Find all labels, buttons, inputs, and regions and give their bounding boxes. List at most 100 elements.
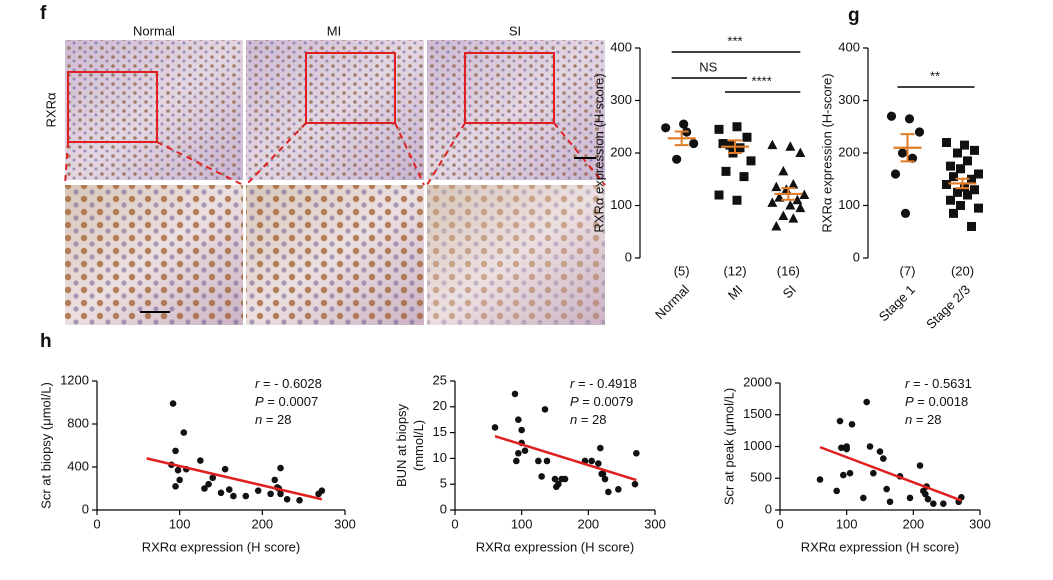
significance-label: **: [930, 68, 940, 83]
fit-line: [819, 445, 962, 502]
x-tick-label: Normal: [652, 282, 692, 322]
point: [860, 494, 867, 502]
stat-symbol: r: [905, 376, 910, 391]
point: [689, 138, 699, 149]
point: [601, 475, 609, 483]
point: [956, 201, 965, 210]
x-tick-label: 300: [644, 516, 666, 531]
point: [597, 444, 604, 452]
x-tick-label: 0: [776, 516, 783, 531]
point: [176, 476, 183, 484]
point: [960, 140, 969, 150]
zoom-lines: [64, 122, 606, 186]
y-tick-label: 300: [610, 92, 632, 107]
y-axis-label: Scr at peak (μmol/L): [721, 388, 736, 505]
sem-bar: [900, 133, 915, 163]
point: [197, 457, 204, 464]
zoom-box: [464, 52, 555, 124]
point: [595, 460, 602, 467]
y-tick-label: 100: [610, 197, 632, 212]
point: [511, 390, 519, 398]
point: [970, 145, 979, 155]
y-tick-label: 0: [625, 249, 632, 264]
y-tick-label: 300: [838, 92, 860, 107]
point: [890, 169, 901, 179]
point: [742, 132, 752, 142]
micrograph-texture: [427, 40, 605, 180]
point: [914, 127, 925, 137]
point: [767, 197, 778, 207]
stat-value: = - 0.6028: [259, 376, 322, 391]
stat-annotation: P = 0.0018: [905, 394, 968, 409]
micrograph-texture: [65, 185, 243, 325]
stat-symbol: r: [255, 376, 260, 391]
point: [900, 208, 911, 218]
stat-value: = 0.0007: [264, 394, 319, 409]
point: [538, 473, 545, 480]
point: [799, 189, 810, 199]
y-tick-label: 200: [838, 144, 860, 159]
point: [942, 180, 951, 189]
x-tick-label: MI: [725, 282, 746, 303]
panel-label: h: [40, 331, 52, 352]
sem-bar: [955, 177, 970, 190]
point: [974, 203, 983, 213]
y-tick-label: 0: [440, 501, 447, 516]
point: [949, 208, 958, 218]
stat-value: = 0.0018: [914, 394, 969, 409]
point: [816, 476, 824, 483]
point: [953, 187, 962, 197]
significance-label: ****: [752, 73, 772, 88]
point: [922, 490, 929, 498]
point: [946, 195, 955, 205]
point: [739, 172, 749, 182]
point: [866, 443, 874, 450]
y-tick-label: 1200: [60, 372, 89, 387]
point: [513, 457, 520, 465]
point: [838, 444, 845, 452]
point: [515, 416, 522, 424]
point: [561, 475, 569, 483]
n-label: (7): [900, 263, 916, 278]
point: [788, 213, 799, 223]
point: [605, 488, 612, 496]
y-tick-label: 800: [67, 415, 89, 430]
point: [924, 495, 932, 503]
y-tick-label: 5: [440, 476, 447, 491]
y-tick-label: 20: [433, 398, 447, 413]
point: [967, 222, 976, 231]
point: [788, 179, 799, 189]
point: [277, 464, 284, 472]
point: [172, 483, 179, 490]
x-tick-label: Stage 1: [876, 282, 918, 324]
significance-label: NS: [699, 59, 717, 74]
point: [906, 494, 914, 502]
zoom-box: [67, 71, 158, 143]
point: [843, 443, 850, 450]
point: [746, 156, 756, 166]
point: [672, 154, 682, 164]
zoom-box: [305, 52, 396, 124]
point: [201, 485, 208, 492]
point: [174, 466, 182, 474]
point: [615, 486, 622, 493]
point: [967, 174, 976, 184]
x-tick-label: SI: [780, 282, 799, 301]
stat-symbol: n: [905, 412, 912, 427]
point: [930, 500, 937, 507]
point: [267, 490, 274, 498]
point: [172, 447, 179, 455]
x-tick-label: 200: [902, 516, 924, 531]
y-axis-label: RXRα expression (H-score): [819, 73, 834, 232]
point: [840, 471, 847, 479]
point: [180, 429, 188, 436]
stat-symbol: P: [905, 394, 914, 409]
x-axis-label: RXRα expression (H score): [476, 539, 635, 554]
image-column-label: MI: [327, 23, 341, 38]
stat-annotation: r = - 0.6028: [255, 376, 322, 391]
x-tick-label: 100: [836, 516, 858, 531]
stat-symbol: n: [255, 412, 262, 427]
sem-bar: [781, 187, 796, 201]
point: [318, 487, 326, 494]
point: [904, 114, 915, 124]
